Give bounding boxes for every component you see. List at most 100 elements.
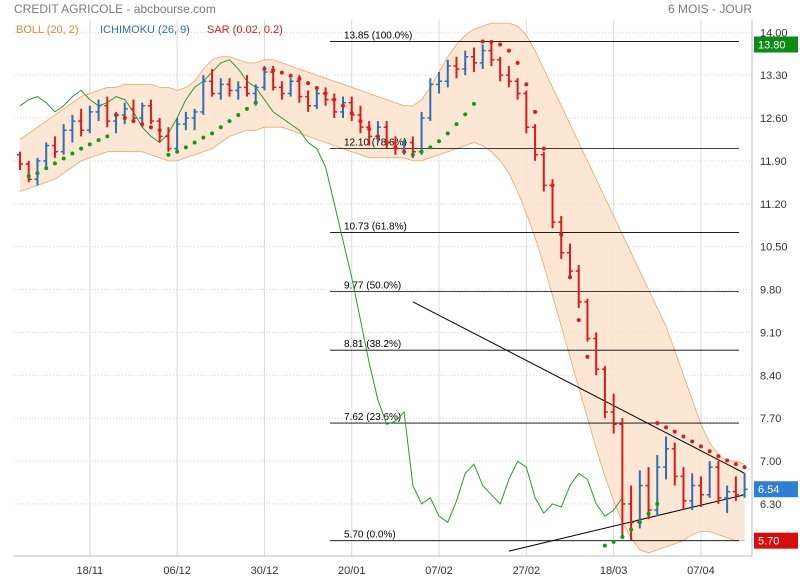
sar-dot-above [725,458,730,463]
ichimoku-lagging-line [19,59,623,524]
sar-dot-above [393,145,398,150]
sar-dot-above [131,119,136,124]
sar-dot-below [79,146,84,151]
ohlc-bar [25,160,32,183]
sar-dot-above [358,119,363,124]
ohlc-bar [182,111,189,131]
fibonacci-levels: 13.85 (100.0%) 12.10 (78.6%) 10.73 (61.8%)… [330,30,739,542]
ohlc-bar [671,442,678,486]
ohlc-bar [147,99,154,125]
trendline [508,494,745,552]
bollinger-upper [19,22,745,465]
ohlc-bar [69,114,76,143]
sar-dot-above [541,146,546,151]
sar-dot-above [480,39,485,44]
sar-dot-below [70,151,75,156]
ohlc-bar [732,476,739,501]
ohlc-bar [724,485,731,514]
sar-dot-above [515,60,520,65]
value-tag-bg [754,481,798,498]
sar-dot-above [323,91,328,96]
x-tick-label: 07/04 [687,565,715,577]
sar-dot-above [367,127,372,132]
y-axis: 14.00 13.30 12.60 11.90 11.20 10.50 9.80 9.10 8.… [751,20,788,556]
sar-dot-below [244,106,249,111]
ohlc-bar [663,436,670,480]
ohlc-bar [235,81,242,100]
sar-dot-below [44,166,49,171]
sar-dot-below [210,131,215,136]
sar-dot-below [419,149,424,154]
sar-dot-above [375,134,380,139]
sar-dot-below [166,152,171,157]
sar-dot-above [655,421,660,426]
sar-dot-below [428,145,433,150]
value-tag: 6.54 [754,481,798,498]
ohlc-bar [278,81,285,100]
ohlc-bar [17,151,23,171]
ohlc-bar [514,78,521,100]
price-bars [17,41,748,541]
value-tag-bg [754,36,798,53]
fib-label: 7.62 (23.6%) [344,412,401,423]
sar-dot-below [192,140,197,145]
sar-dot-above [489,40,494,45]
ohlc-bar [165,127,172,152]
ohlc-bar [497,56,504,82]
sar-dot-below [637,520,642,525]
lagging-span [19,59,623,524]
y-tick-label: 11.20 [760,199,787,211]
x-tick-label: 30/12 [251,565,279,577]
y-tick-label: 6.30 [760,499,781,511]
value-tag-label: 5.70 [758,536,779,548]
sar-dot-above [332,97,337,102]
sar-dot-below [183,145,188,150]
ohlc-bar [540,151,547,192]
trendline [412,301,745,474]
sar-dot-below [454,122,459,127]
sar-dot-above [306,81,311,86]
sar-dot-above [402,149,407,154]
ohlc-bar [479,44,486,70]
ohlc-bar [566,243,573,278]
ohlc-bar [104,96,111,128]
sar-dot-above [297,76,302,81]
x-tick-label: 20/01 [338,565,366,577]
sar-dot-below [175,149,180,154]
sar-dot-above [664,425,669,430]
x-tick-label: 18/03 [600,565,628,577]
sar-dot-above [506,48,511,53]
ohlc-bar [715,461,722,504]
ohlc-bar [427,78,434,122]
y-tick-label: 10.50 [760,242,788,254]
trendlines [412,301,745,552]
ohlc-bar [78,108,85,137]
sar-dot-below [437,139,442,144]
legend-boll: BOLL (20, 2) [16,24,79,36]
sar-dot-below [201,135,206,140]
ohlc-bar [689,473,696,511]
legend-sar: SAR (0.02, 0.2) [207,24,283,36]
ohlc-bar [462,50,469,76]
sar-dot-above [690,439,695,444]
ohlc-bar [584,298,591,342]
ohlc-bar [645,467,652,520]
sar-dot-above [341,103,346,108]
y-tick-label: 7.70 [760,413,781,425]
x-tick-label: 18/11 [76,565,103,577]
fib-label: 12.10 (78.6%) [344,138,407,149]
sar-dot-below [26,174,31,179]
ohlc-bar [470,47,477,73]
ohlc-bar [86,105,93,134]
ohlc-bar [593,332,600,376]
sar-dot-below [655,501,660,506]
ohlc-bar [505,65,512,88]
value-tag-bg [754,532,798,549]
fib-label: 13.85 (100.0%) [344,30,412,41]
ohlc-bar [558,216,565,259]
ohlc-bar [174,118,181,152]
sar-dot-below [410,152,415,157]
sar-dot-above [567,275,572,280]
ohlc-bar [601,366,608,419]
value-tag: 13.80 [754,36,798,53]
